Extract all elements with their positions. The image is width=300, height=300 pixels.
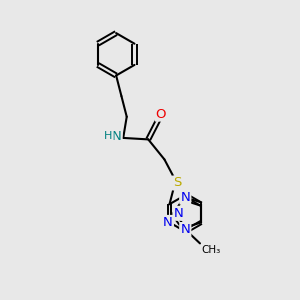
- Text: N: N: [180, 190, 190, 204]
- Text: N: N: [112, 130, 122, 143]
- Text: CH₃: CH₃: [201, 245, 221, 255]
- Text: N: N: [173, 207, 183, 220]
- Text: N: N: [163, 216, 173, 229]
- Text: O: O: [156, 108, 166, 121]
- Text: N: N: [181, 188, 190, 202]
- Text: N: N: [180, 223, 190, 236]
- Text: H: H: [104, 131, 113, 142]
- Text: S: S: [173, 176, 181, 190]
- Text: N: N: [181, 225, 190, 238]
